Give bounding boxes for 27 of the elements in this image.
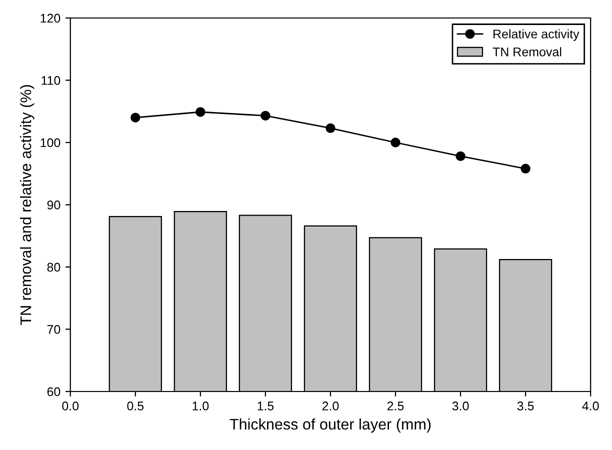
x-tick-label: 0.5 — [127, 402, 144, 410]
point — [196, 107, 206, 117]
x-tick-label: 2.0 — [322, 402, 339, 410]
x-tick-label: 4.0 — [582, 402, 599, 410]
point — [520, 164, 530, 174]
legend-label: Relative activity — [494, 29, 580, 41]
x-tick-label: 3.0 — [452, 402, 469, 410]
x-tick-label: 2.5 — [387, 402, 404, 410]
x-axis-title: Thickness of outer layer (mm) — [230, 418, 431, 433]
x-tick-label: 0.0 — [62, 402, 79, 410]
point — [260, 110, 270, 121]
y-tick-label: 110 — [42, 76, 60, 85]
y-tick-label: 80 — [47, 262, 60, 272]
point — [130, 112, 140, 122]
x-tick-label: 1.5 — [258, 402, 274, 410]
y-tick-label: 70 — [47, 325, 60, 334]
y-tick-label: 60 — [47, 387, 60, 396]
y-tick-label: 120 — [40, 14, 60, 23]
point — [456, 151, 466, 162]
x-tick-label: 3.5 — [517, 402, 534, 410]
point — [390, 138, 400, 148]
y-tick-label: 90 — [47, 200, 60, 210]
y-tick-label: 100 — [40, 138, 60, 148]
y-axis-title: TN removal and relative activity (%) — [20, 85, 34, 325]
legend-label: TN Removal — [492, 47, 562, 56]
point — [326, 123, 336, 134]
x-tick-label: 1.0 — [192, 402, 209, 410]
